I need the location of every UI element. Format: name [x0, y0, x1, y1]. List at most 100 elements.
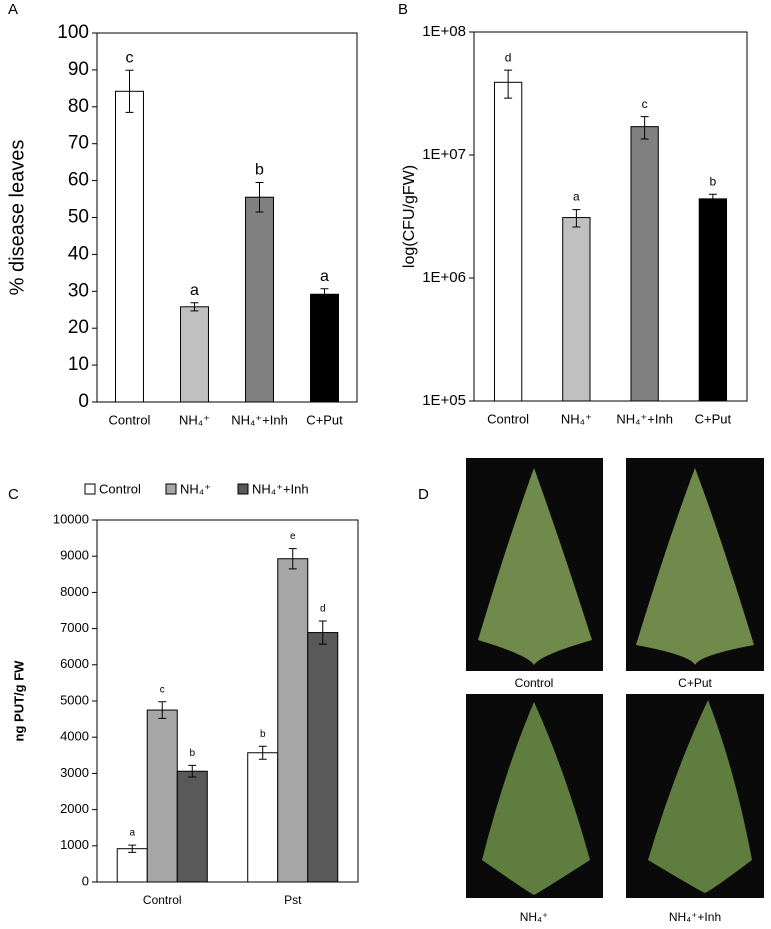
y-tick-label: 40 [68, 243, 89, 264]
bar [115, 90, 144, 403]
bar [277, 558, 309, 883]
y-tick-label: 9000 [60, 548, 89, 563]
significance-letter: b [255, 162, 264, 179]
y-tick-label: 2000 [60, 801, 89, 816]
bar [247, 752, 279, 883]
y-tick-label: 100 [57, 22, 89, 43]
y-tick-label: 70 [68, 133, 89, 154]
x-tick-label: NH₄⁺ [561, 411, 592, 426]
x-tick-label: Control [143, 893, 182, 907]
y-tick-label: 1E+06 [422, 269, 466, 286]
significance-letter: c [126, 49, 134, 66]
photo-caption: NH₄⁺ [520, 910, 549, 924]
error-bar [190, 302, 199, 312]
y-tick-label: 0 [82, 873, 89, 888]
bar [307, 632, 339, 883]
y-tick-label: 20 [68, 317, 89, 338]
legend-label: NH₄⁺+Inh [252, 481, 309, 496]
leaf-photos [466, 458, 764, 898]
y-tick-label: 4000 [60, 729, 89, 744]
legend-swatch [237, 483, 249, 495]
legend-swatch [84, 483, 96, 495]
significance-letter: c [160, 684, 165, 695]
error-bar [125, 69, 134, 113]
error-bar [572, 209, 581, 228]
x-tick-label: NH₄⁺+Inh [231, 412, 288, 427]
bar [310, 293, 339, 403]
significance-letter: a [129, 828, 135, 839]
error-bar [128, 844, 137, 853]
significance-letter: a [573, 190, 580, 204]
bar [176, 770, 208, 883]
x-tick-label: NH₄⁺ [179, 412, 210, 427]
bar [562, 217, 591, 402]
bar [630, 126, 659, 402]
leaf [648, 700, 752, 893]
bar [493, 81, 523, 402]
y-tick-label: 90 [68, 59, 89, 80]
y-tick-label: 6000 [60, 656, 89, 671]
leaf [482, 702, 590, 895]
bar [146, 709, 178, 883]
y-tick-label: 1E+08 [422, 23, 466, 40]
y-axis-title: ng PUT/g FW [11, 660, 26, 742]
leaf [478, 468, 592, 665]
panel-label: C [8, 486, 19, 503]
bar [116, 848, 148, 883]
panel-label: A [8, 1, 18, 18]
legend-label: NH₄⁺ [180, 481, 211, 496]
y-tick-label: 5000 [60, 692, 89, 707]
y-tick-label: 3000 [60, 765, 89, 780]
significance-letter: b [189, 748, 195, 759]
photo-caption: NH₄⁺+Inh [669, 910, 721, 924]
x-tick-label: Pst [284, 893, 302, 907]
y-tick-label: 50 [68, 207, 89, 228]
bar [180, 306, 209, 403]
error-bar [504, 69, 513, 99]
y-tick-label: 10 [68, 354, 89, 375]
y-axis-title: % disease leaves [6, 140, 28, 296]
error-bar [318, 620, 327, 645]
y-tick-label: 1E+07 [422, 146, 466, 163]
y-tick-label: 7000 [60, 620, 89, 635]
bar [698, 198, 728, 402]
error-bar [158, 701, 167, 719]
significance-letter: d [505, 50, 512, 64]
error-bar [320, 288, 329, 301]
significance-letter: d [320, 604, 326, 615]
error-bar [288, 548, 297, 570]
legend-swatch [165, 483, 177, 495]
panel-label: B [398, 1, 408, 18]
error-bar [708, 193, 717, 205]
x-tick-label: Control [487, 411, 529, 426]
y-tick-label: 80 [68, 96, 89, 117]
y-tick-label: 30 [68, 280, 89, 301]
significance-letter: c [642, 97, 648, 111]
error-bar [188, 764, 197, 778]
significance-letter: b [710, 174, 717, 188]
y-axis-title: log(CFU/gFW) [401, 165, 418, 268]
leaf [636, 468, 754, 665]
significance-letter: a [190, 282, 199, 299]
significance-letter: e [290, 531, 296, 542]
y-tick-label: 1000 [60, 837, 89, 852]
x-tick-label: Control [109, 412, 151, 427]
x-tick-label: NH₄⁺+Inh [616, 411, 673, 426]
legend-label: Control [99, 481, 141, 496]
significance-letter: a [320, 268, 329, 285]
x-tick-label: C+Put [306, 412, 343, 427]
error-bar [640, 116, 649, 140]
error-bar [258, 745, 267, 760]
y-tick-label: 8000 [60, 584, 89, 599]
y-tick-label: 60 [68, 170, 89, 191]
x-tick-label: C+Put [695, 411, 732, 426]
photo-caption: Control [515, 676, 554, 690]
y-tick-label: 1E+05 [422, 392, 466, 409]
photo-caption: C+Put [678, 676, 712, 690]
panel-label: D [418, 486, 429, 503]
bar [245, 196, 274, 403]
error-bar [255, 181, 264, 213]
plot-frame [473, 31, 748, 402]
